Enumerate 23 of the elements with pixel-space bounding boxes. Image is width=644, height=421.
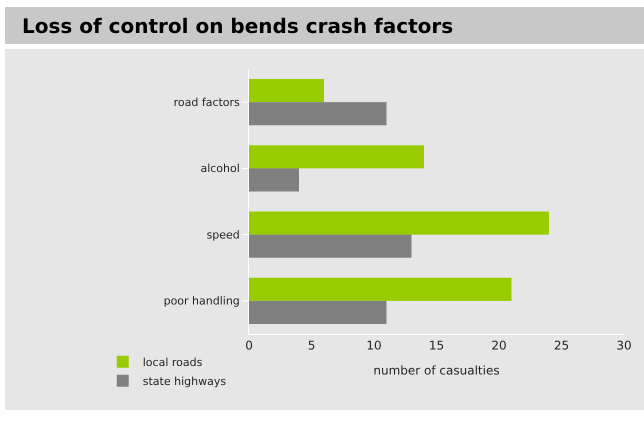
y-tick-label: poor handling [164,294,240,308]
bar [249,300,386,324]
bar [249,168,299,192]
x-axis-title: number of casualties [373,363,500,378]
x-tick-label: 5 [308,338,316,352]
x-tick-label: 15 [428,338,444,352]
bar [249,78,324,102]
x-tick-label: 0 [245,338,253,352]
y-tick-label: road factors [174,96,240,109]
bar [249,102,386,126]
x-tick-label: 25 [554,338,570,352]
bar [249,278,512,301]
y-tick-label: speed [206,228,240,242]
x-tick-label: 30 [616,338,632,352]
legend-label: local roads [142,356,203,370]
bar [249,211,549,235]
x-tick-label: 10 [366,338,382,352]
bar [249,234,412,258]
chart-title: Loss of control on bends crash factors [22,14,454,38]
x-tick-label: 20 [491,338,507,352]
y-tick-label: alcohol [200,162,240,176]
legend-label: state highways [142,375,226,388]
bar [249,145,424,168]
